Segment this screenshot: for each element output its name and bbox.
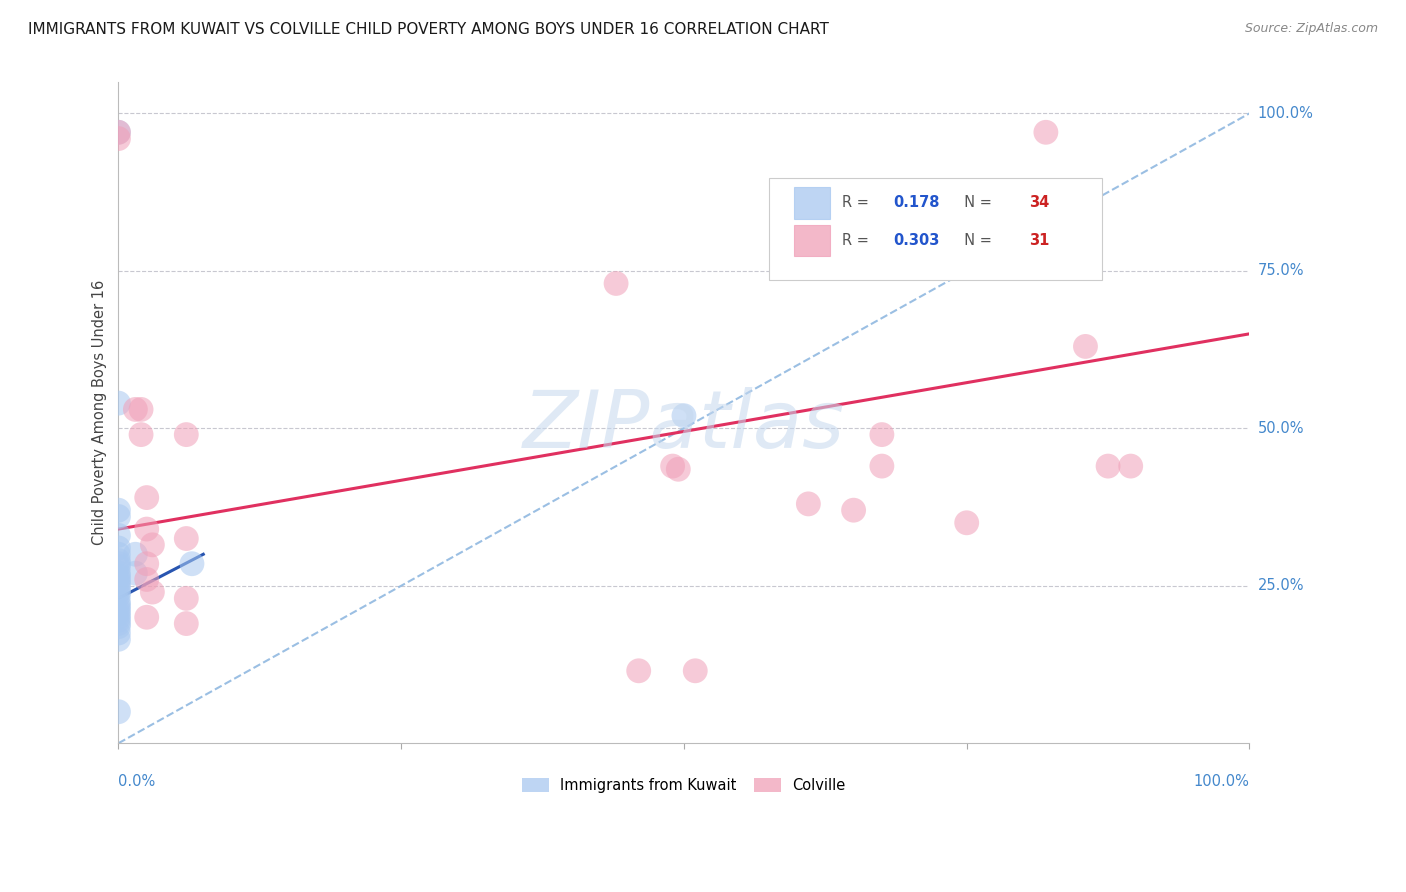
Text: 25.0%: 25.0%	[1258, 578, 1305, 593]
Text: 50.0%: 50.0%	[1258, 421, 1305, 436]
Point	[107, 614, 129, 628]
Point	[107, 557, 129, 571]
Point	[107, 125, 129, 139]
Point	[124, 547, 146, 561]
Point	[672, 409, 695, 423]
Point	[107, 509, 129, 524]
Point	[135, 573, 157, 587]
Point	[141, 538, 163, 552]
Text: ZIPatlas: ZIPatlas	[523, 387, 845, 465]
Point	[107, 594, 129, 608]
Point	[107, 585, 129, 599]
Text: 75.0%: 75.0%	[1258, 263, 1305, 278]
Point	[107, 607, 129, 621]
Point	[135, 557, 157, 571]
Point	[683, 664, 706, 678]
Point	[107, 503, 129, 517]
Point	[129, 427, 152, 442]
Point	[627, 664, 650, 678]
Point	[107, 569, 129, 583]
Point	[1119, 459, 1142, 474]
Point	[181, 557, 204, 571]
Point	[107, 626, 129, 640]
Point	[176, 532, 198, 546]
Point	[666, 462, 689, 476]
Point	[176, 427, 198, 442]
Text: R =: R =	[842, 233, 873, 248]
Point	[129, 402, 152, 417]
Text: 0.303: 0.303	[893, 233, 939, 248]
Y-axis label: Child Poverty Among Boys Under 16: Child Poverty Among Boys Under 16	[93, 280, 107, 545]
Text: N =: N =	[956, 195, 997, 211]
Legend: Immigrants from Kuwait, Colville: Immigrants from Kuwait, Colville	[516, 772, 851, 798]
Point	[107, 632, 129, 647]
Point	[107, 131, 129, 145]
Point	[1097, 459, 1119, 474]
Point	[107, 616, 129, 631]
Point	[176, 616, 198, 631]
Point	[870, 427, 893, 442]
Point	[107, 620, 129, 634]
FancyBboxPatch shape	[793, 225, 830, 257]
Point	[107, 560, 129, 574]
Text: 31: 31	[1029, 233, 1049, 248]
Point	[176, 591, 198, 606]
Point	[107, 396, 129, 410]
Text: R =: R =	[842, 195, 873, 211]
Text: N =: N =	[956, 233, 997, 248]
Point	[107, 566, 129, 581]
Point	[107, 541, 129, 555]
Point	[107, 604, 129, 618]
Point	[135, 610, 157, 624]
Point	[107, 600, 129, 615]
Point	[107, 125, 129, 139]
Point	[870, 459, 893, 474]
Point	[842, 503, 865, 517]
Point	[141, 585, 163, 599]
Point	[135, 491, 157, 505]
Point	[956, 516, 979, 530]
Point	[605, 277, 627, 291]
Point	[107, 553, 129, 567]
Point	[135, 522, 157, 536]
Text: 34: 34	[1029, 195, 1049, 211]
Point	[898, 219, 921, 234]
Point	[107, 575, 129, 590]
Text: 100.0%: 100.0%	[1194, 773, 1250, 789]
Point	[1074, 339, 1097, 353]
Point	[107, 573, 129, 587]
Point	[797, 497, 820, 511]
Point	[107, 547, 129, 561]
Point	[107, 582, 129, 596]
FancyBboxPatch shape	[769, 178, 1102, 280]
Text: IMMIGRANTS FROM KUWAIT VS COLVILLE CHILD POVERTY AMONG BOYS UNDER 16 CORRELATION: IMMIGRANTS FROM KUWAIT VS COLVILLE CHILD…	[28, 22, 830, 37]
Text: 0.178: 0.178	[893, 195, 939, 211]
Point	[107, 598, 129, 612]
Point	[107, 579, 129, 593]
Point	[124, 402, 146, 417]
Point	[124, 566, 146, 581]
FancyBboxPatch shape	[793, 187, 830, 219]
Text: 100.0%: 100.0%	[1258, 106, 1313, 121]
Point	[661, 459, 683, 474]
Text: 0.0%: 0.0%	[118, 773, 156, 789]
Point	[107, 588, 129, 602]
Text: Source: ZipAtlas.com: Source: ZipAtlas.com	[1244, 22, 1378, 36]
Point	[1035, 125, 1057, 139]
Point	[107, 705, 129, 719]
Point	[107, 528, 129, 542]
Point	[107, 610, 129, 624]
